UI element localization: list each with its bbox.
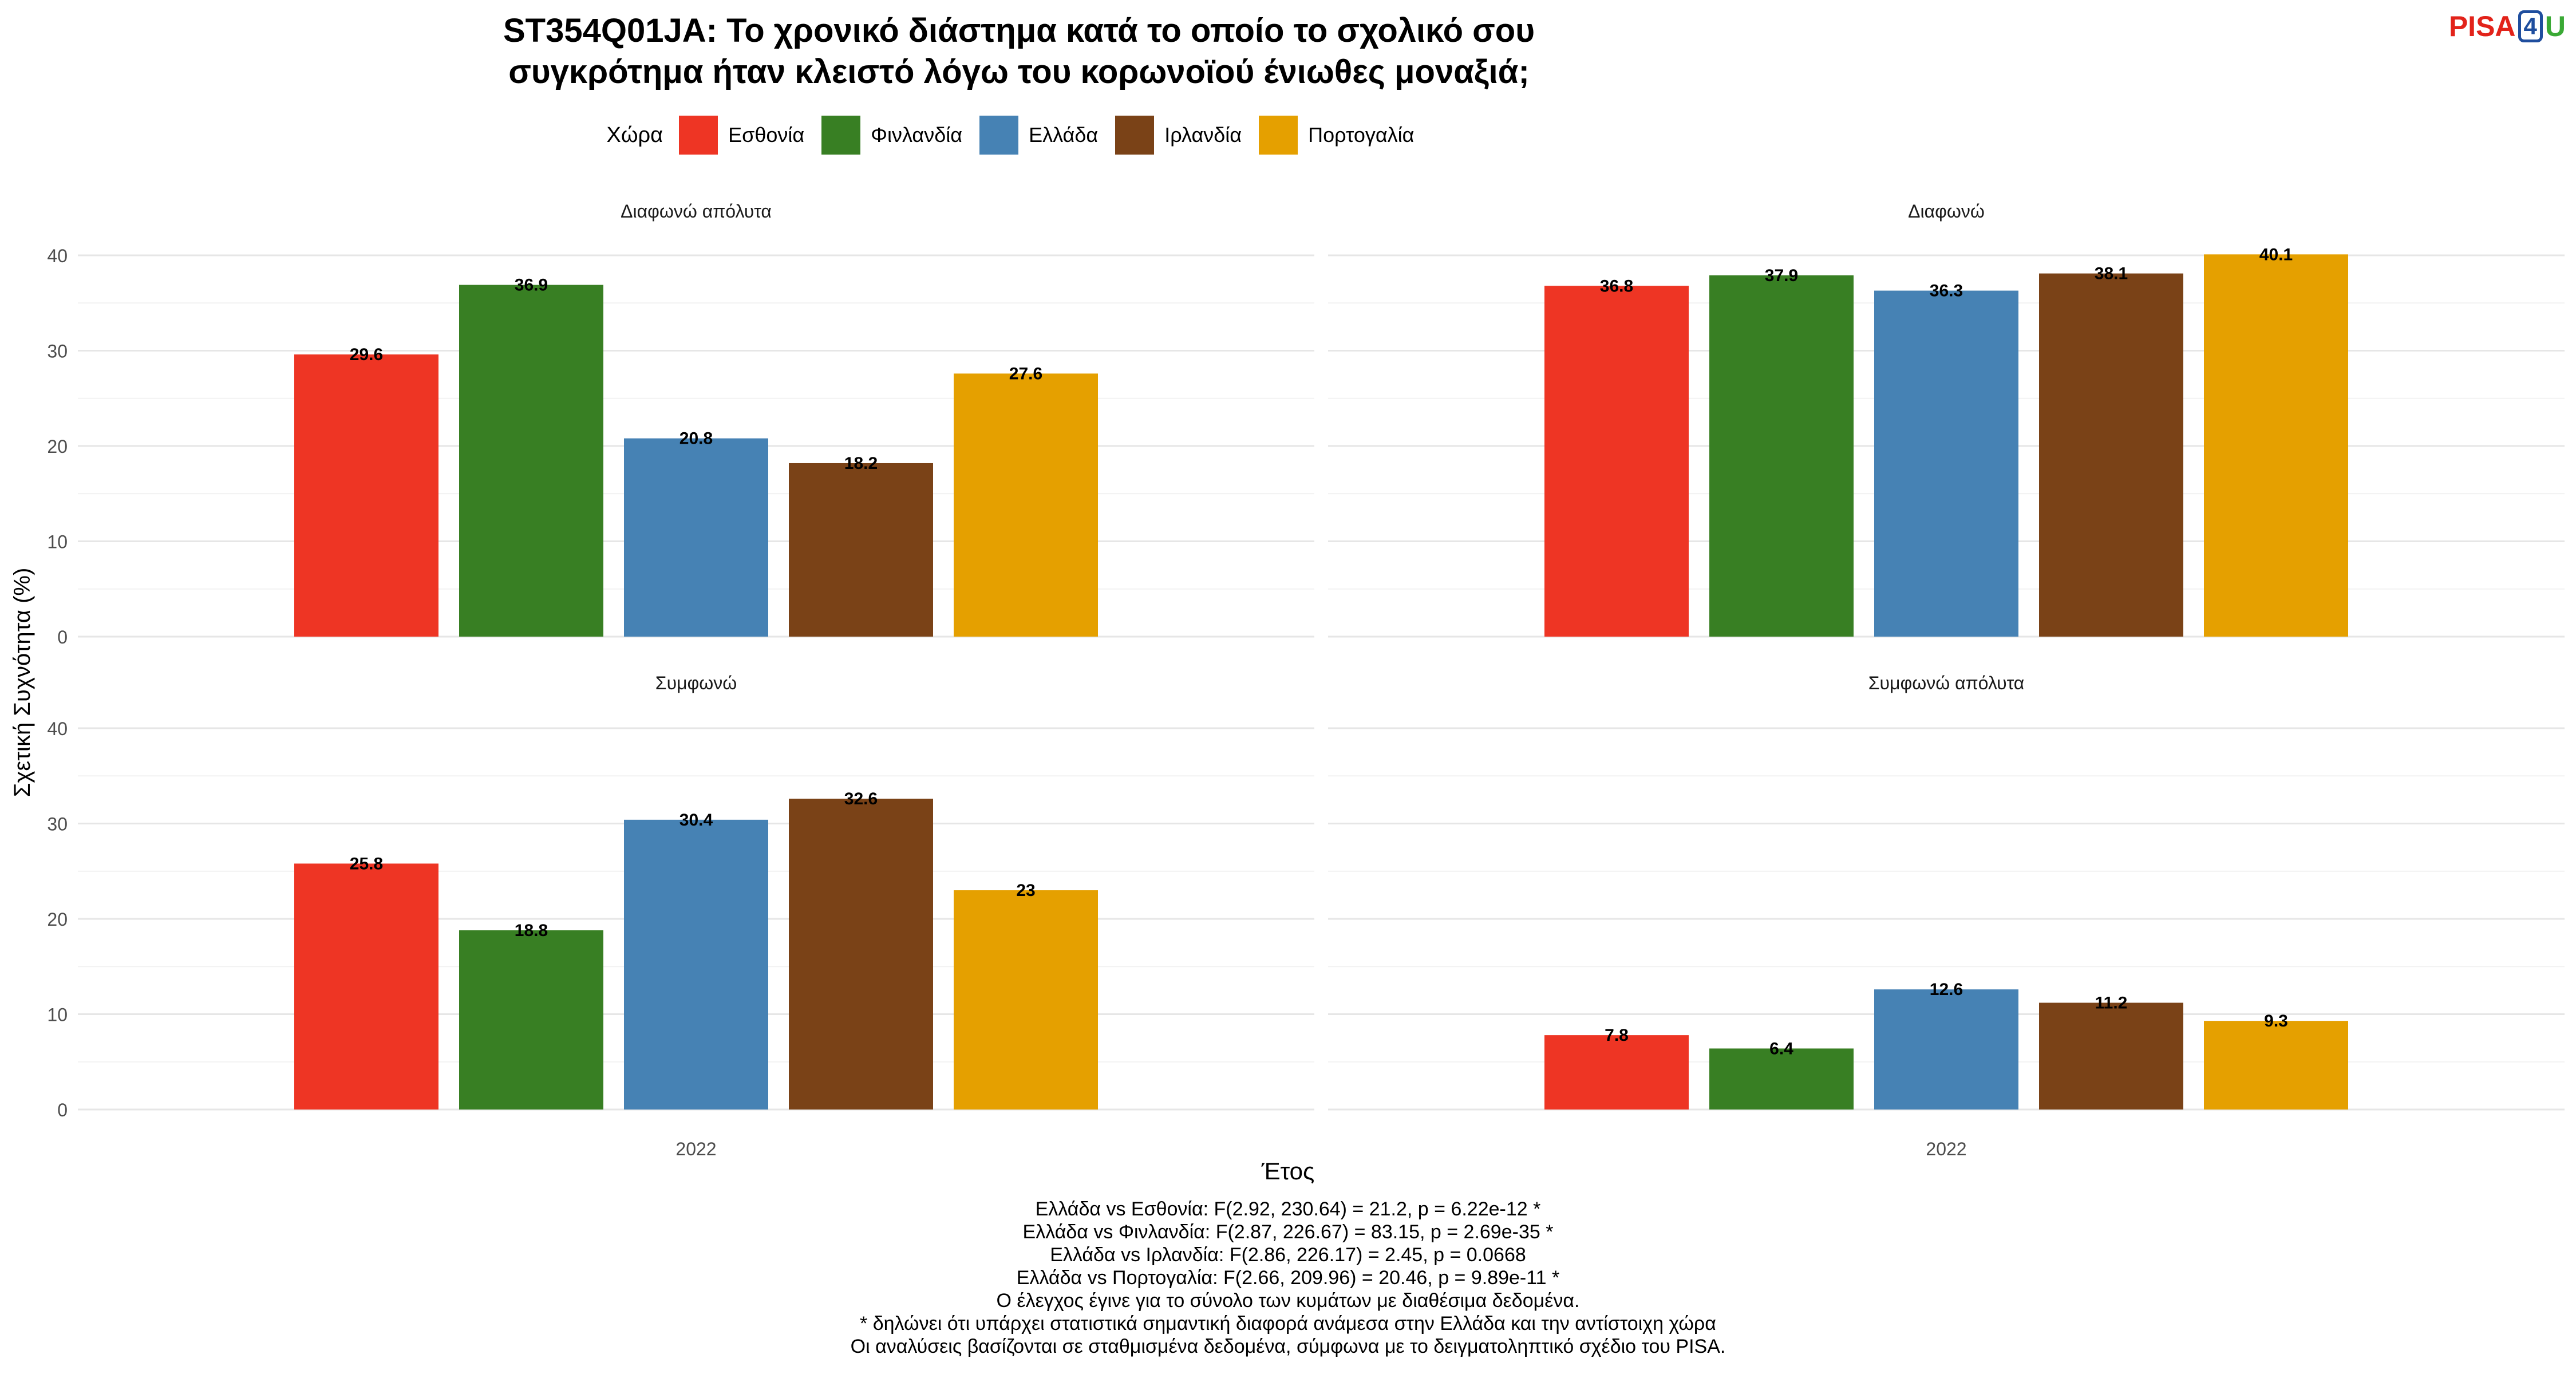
bar <box>459 285 603 637</box>
footnote-line: Ελλάδα vs Πορτογαλία: F(2.66, 209.96) = … <box>1016 1267 1560 1289</box>
bar <box>624 819 768 1110</box>
chart-title-line-2: συγκρότημα ήταν κλειστό λόγω του κορωνοϊ… <box>508 53 1530 90</box>
legend-title: Χώρα <box>606 123 663 147</box>
bar <box>2204 254 2348 637</box>
logo-pisa-text: PISA <box>2448 10 2516 42</box>
x-tick-label: 2022 <box>1926 1139 1966 1159</box>
data-label: 29.6 <box>350 345 383 364</box>
y-tick-label: 40 <box>47 718 68 739</box>
data-label: 36.3 <box>1930 282 1963 301</box>
y-axis-title: Σχετική Συχνότητα (%) <box>10 568 35 797</box>
bar <box>2039 1002 2183 1110</box>
bar <box>294 863 438 1110</box>
bar <box>789 799 933 1110</box>
bar <box>2039 273 2183 637</box>
footnote-line: * δηλώνει ότι υπάρχει στατιστικά σημαντι… <box>860 1313 1716 1334</box>
legend-item-portugal: Πορτογαλία <box>1259 116 1414 155</box>
logo-u-text: U <box>2545 10 2566 42</box>
y-tick-label: 10 <box>47 532 68 552</box>
bar <box>1874 290 2018 637</box>
data-label: 12.6 <box>1930 980 1963 999</box>
legend-item-ireland: Ιρλανδία <box>1115 116 1242 155</box>
facet-title: Συμφωνώ <box>655 673 737 693</box>
data-label: 25.8 <box>350 854 383 873</box>
pisa4u-logo: PISA 4 U <box>2449 9 2566 44</box>
footnote-line: Ελλάδα vs Εσθονία: F(2.92, 230.64) = 21.… <box>1035 1198 1541 1220</box>
data-label: 37.9 <box>1765 266 1798 285</box>
bar <box>789 463 933 637</box>
data-label: 27.6 <box>1009 364 1042 383</box>
chart-title-line-1: ST354Q01JA: Το χρονικό διάστημα κατά το … <box>503 12 1535 49</box>
footnotes: Ελλάδα vs Εσθονία: F(2.92, 230.64) = 21.… <box>0 1198 2576 1358</box>
y-tick-label: 30 <box>47 341 68 362</box>
legend-swatch-portugal <box>1259 116 1298 155</box>
logo-four-text: 4 <box>2518 10 2543 42</box>
facet-title: Διαφωνώ απόλυτα <box>621 201 772 222</box>
y-tick-label: 0 <box>57 1100 68 1120</box>
bar <box>1874 989 2018 1110</box>
footnote-line: Ο έλεγχος έγινε για το σύνολο των κυμάτω… <box>996 1290 1580 1312</box>
bar <box>624 438 768 637</box>
footnote-line: Οι αναλύσεις βασίζονται σε σταθμισμένα δ… <box>850 1336 1726 1357</box>
bar <box>1709 275 1854 637</box>
legend: Χώρα Εσθονία Φινλανδία Ελλάδα Ιρλανδία Π… <box>0 116 2038 155</box>
y-tick-label: 10 <box>47 1005 68 1025</box>
legend-item-finland: Φινλανδία <box>821 116 962 155</box>
bar <box>1544 286 1689 637</box>
facet-title: Διαφωνώ <box>1908 201 1985 222</box>
x-tick-label: 2022 <box>675 1139 716 1159</box>
y-tick-label: 30 <box>47 814 68 835</box>
data-label: 32.6 <box>844 789 878 808</box>
legend-swatch-ireland <box>1115 116 1155 155</box>
data-label: 11.2 <box>2095 994 2128 1013</box>
legend-label-finland: Φινλανδία <box>871 123 963 147</box>
x-axis-title: Έτος <box>1261 1158 1315 1185</box>
y-tick-label: 20 <box>47 436 68 457</box>
bar <box>294 354 438 637</box>
data-label: 7.8 <box>1605 1026 1629 1045</box>
bar <box>954 373 1098 637</box>
data-label: 30.4 <box>679 811 713 830</box>
data-label: 36.8 <box>1600 277 1633 295</box>
y-tick-label: 20 <box>47 909 68 930</box>
legend-swatch-greece <box>979 116 1019 155</box>
data-label: 18.8 <box>515 921 548 940</box>
bar <box>459 930 603 1110</box>
footnote-line: Ελλάδα vs Ιρλανδία: F(2.86, 226.17) = 2.… <box>1050 1244 1526 1266</box>
y-tick-label: 0 <box>57 627 68 647</box>
faceted-bar-chart: Διαφωνώ απόλυτα 0 10 20 30 40 29.6 36.9 20.8 18.2… <box>10 201 2565 1159</box>
chart-title: ST354Q01JA: Το χρονικό διάστημα κατά το … <box>0 10 2038 93</box>
facet-title: Συμφωνώ απόλυτα <box>1868 673 2025 693</box>
data-label: 9.3 <box>2264 1012 2288 1030</box>
data-label: 36.9 <box>515 276 548 295</box>
data-label: 6.4 <box>1769 1039 1793 1058</box>
legend-label-greece: Ελλάδα <box>1029 123 1099 147</box>
bar <box>2204 1021 2348 1110</box>
data-label: 40.1 <box>2259 245 2293 264</box>
legend-swatch-estonia <box>679 116 718 155</box>
bar <box>1544 1035 1689 1110</box>
y-tick-label: 40 <box>47 246 68 266</box>
legend-item-greece: Ελλάδα <box>979 116 1098 155</box>
bar <box>954 890 1098 1110</box>
legend-label-ireland: Ιρλανδία <box>1164 123 1242 147</box>
legend-label-estonia: Εσθονία <box>728 123 805 147</box>
footnote-line: Ελλάδα vs Φινλανδία: F(2.87, 226.67) = 8… <box>1022 1221 1554 1243</box>
data-label: 38.1 <box>2095 264 2128 283</box>
data-label: 23 <box>1016 881 1035 900</box>
data-label: 20.8 <box>679 429 713 448</box>
legend-item-estonia: Εσθονία <box>679 116 804 155</box>
bar <box>1709 1048 1854 1110</box>
legend-label-portugal: Πορτογαλία <box>1308 123 1415 147</box>
data-label: 18.2 <box>844 454 878 473</box>
legend-swatch-finland <box>821 116 861 155</box>
